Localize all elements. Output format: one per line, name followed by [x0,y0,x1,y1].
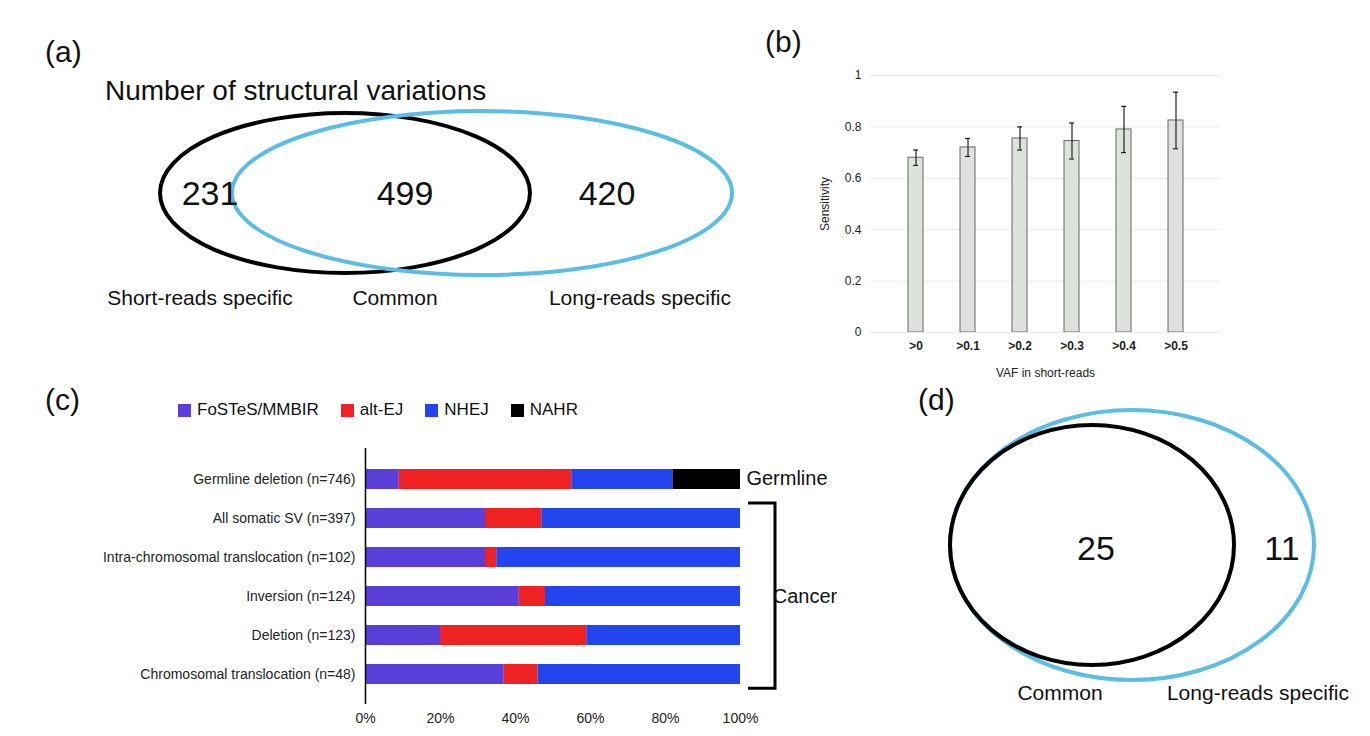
svg-text:>0.2: >0.2 [1008,339,1032,353]
svg-text:499: 499 [377,174,434,212]
svg-text:Number of structural variation: Number of structural variations [105,75,486,106]
svg-text:Cancer: Cancer [773,585,838,607]
html-text:alt-EJ: alt-EJ [359,400,404,419]
html-text:FoSTeS/MMBIR: FoSTeS/MMBIR [197,400,319,419]
svg-text:420: 420 [579,174,636,212]
svg-text:(c): (c) [45,383,80,416]
svg-text:All somatic SV (n=397): All somatic SV (n=397) [213,510,356,526]
svg-text:Chromosomal translocation (n=4: Chromosomal translocation (n=48) [140,666,355,682]
svg-text:(a): (a) [45,35,82,68]
svg-text:Short-reads specific: Short-reads specific [107,286,293,309]
svg-text:Long-reads specific: Long-reads specific [1167,681,1349,704]
svg-text:>0.1: >0.1 [956,339,980,353]
svg-text:Germline: Germline [746,467,827,489]
svg-text:25: 25 [1077,529,1115,567]
svg-text:100%: 100% [723,710,759,726]
svg-text:Intra-chromosomal translocatio: Intra-chromosomal translocation (n=102) [103,549,356,565]
svg-text:0: 0 [855,325,862,339]
svg-text:Deletion (n=123): Deletion (n=123) [252,627,356,643]
svg-text:0.8: 0.8 [845,120,862,134]
html-text:NHEJ: NHEJ [444,400,489,419]
svg-text:Common: Common [352,286,437,309]
svg-text:>0: >0 [909,339,923,353]
html-text:NAHR: NAHR [529,400,578,419]
svg-text:>0.5: >0.5 [1164,339,1188,353]
svg-text:VAF in short-reads: VAF in short-reads [996,366,1095,380]
svg-text:>0.4: >0.4 [1112,339,1136,353]
svg-text:231: 231 [182,174,239,212]
svg-text:1: 1 [855,68,862,82]
svg-text:0.4: 0.4 [845,223,862,237]
svg-text:40%: 40% [501,710,529,726]
svg-text:Sensitivity: Sensitivity [818,177,832,231]
svg-text:80%: 80% [651,710,679,726]
svg-text:Inversion (n=124): Inversion (n=124) [246,588,355,604]
svg-text:(d): (d) [918,383,955,416]
svg-text:0.2: 0.2 [845,274,862,288]
svg-text:Long-reads specific: Long-reads specific [549,286,731,309]
svg-text:0%: 0% [355,710,375,726]
svg-text:(b): (b) [765,25,802,58]
svg-text:>0.3: >0.3 [1060,339,1084,353]
svg-text:20%: 20% [426,710,454,726]
svg-text:Common: Common [1017,681,1102,704]
svg-text:11: 11 [1264,529,1299,567]
svg-text:60%: 60% [576,710,604,726]
svg-text:0.6: 0.6 [845,171,862,185]
svg-text:Germline deletion (n=746): Germline deletion (n=746) [193,471,355,487]
